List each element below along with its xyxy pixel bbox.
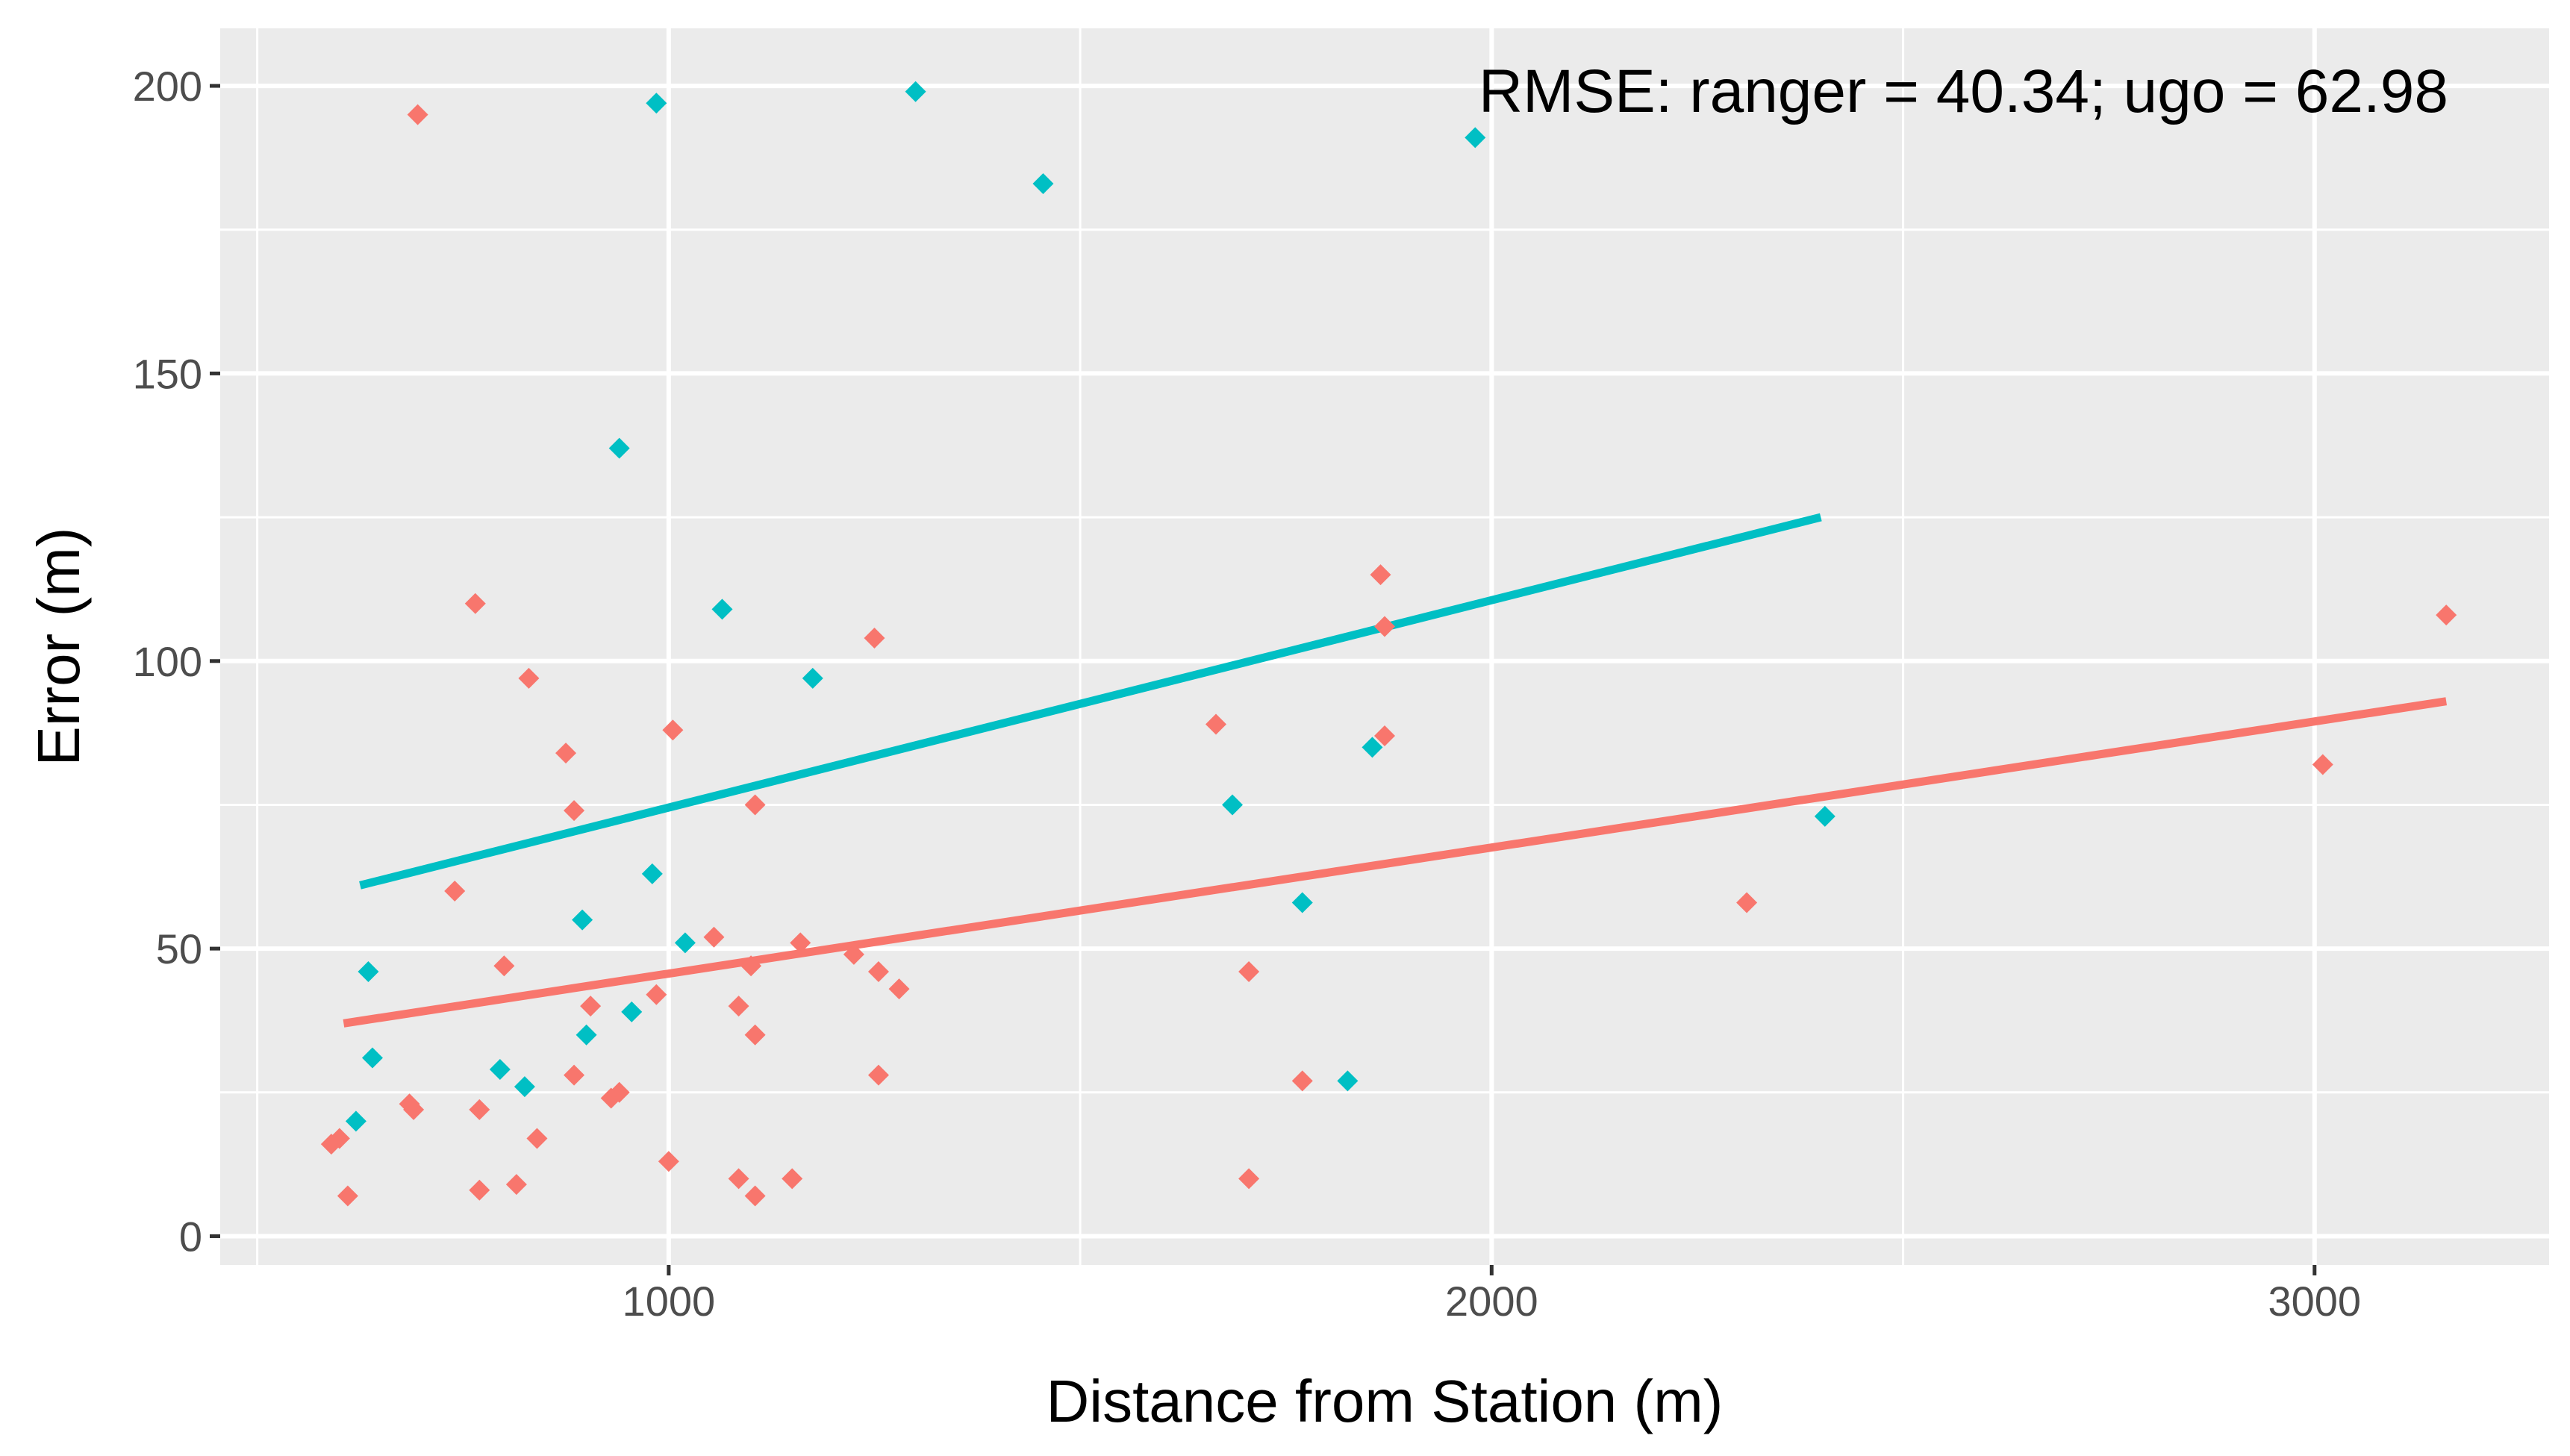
ranger-point — [608, 1081, 630, 1103]
ranger-point — [1238, 960, 1260, 982]
x-tick-label: 3000 — [2268, 1278, 2362, 1325]
ranger-point — [1238, 1168, 1260, 1190]
ranger-point — [646, 984, 667, 1005]
ugo-point — [514, 1076, 535, 1098]
ranger-point — [337, 1185, 358, 1207]
x-axis-title: Distance from Station (m) — [1047, 1368, 1724, 1434]
ugo-point — [358, 960, 379, 982]
ranger-trend-line — [343, 697, 2448, 1028]
ranger-point — [744, 1185, 766, 1207]
ugo-point — [621, 1001, 643, 1022]
ranger-point — [526, 1128, 548, 1149]
ranger-point — [703, 926, 725, 948]
ranger-point — [518, 667, 540, 689]
ugo-point — [1291, 892, 1313, 913]
ugo-point — [674, 932, 696, 954]
ranger-point — [888, 978, 910, 1000]
ranger-point — [867, 1064, 889, 1086]
ranger-point — [728, 1168, 749, 1190]
ranger-point — [564, 800, 585, 822]
ranger-point — [1736, 892, 1758, 913]
ranger-point — [564, 1064, 585, 1086]
x-tick-label: 2000 — [1445, 1278, 1538, 1325]
ugo-point — [646, 93, 667, 114]
ugo-point — [1465, 127, 1486, 149]
ugo-point — [608, 437, 630, 459]
axis-ticks — [210, 84, 2317, 1275]
ranger-point — [1205, 713, 1226, 735]
ranger-point — [782, 1168, 803, 1190]
ugo-point — [576, 1024, 597, 1046]
ugo-point — [1222, 794, 1244, 816]
ranger-point — [328, 1128, 350, 1149]
y-tick-label: 0 — [179, 1213, 202, 1260]
ugo-point — [905, 81, 926, 102]
ranger-point — [580, 996, 602, 1017]
ranger-point — [2312, 754, 2333, 775]
ugo-point — [802, 667, 823, 689]
major-gridlines — [220, 28, 2549, 1265]
ranger-point — [505, 1174, 527, 1196]
data-points — [320, 81, 2457, 1207]
ugo-point — [1032, 173, 1054, 195]
ranger-point — [740, 955, 762, 977]
ugo-point — [361, 1047, 383, 1069]
ugo-point — [572, 909, 593, 931]
ranger-point — [744, 1024, 766, 1046]
ranger-point — [744, 794, 766, 816]
ugo-point — [711, 599, 733, 620]
plot-panel — [220, 28, 2549, 1265]
ranger-point — [728, 996, 749, 1017]
tick-labels: 1000 2000 3000 0 50 100 150 200 — [133, 63, 2362, 1325]
ugo-point — [641, 863, 663, 884]
ranger-point — [867, 960, 889, 982]
ugo-point — [345, 1110, 367, 1132]
trend-lines — [343, 513, 2448, 1028]
ranger-point — [790, 932, 811, 954]
ranger-point — [444, 881, 466, 902]
ugo-point — [1362, 737, 1383, 758]
ranger-point — [1374, 616, 1395, 637]
y-tick-label: 50 — [156, 925, 202, 972]
ranger-point — [407, 104, 428, 125]
ugo-trend-line — [359, 513, 1822, 890]
ranger-point — [555, 743, 577, 764]
ranger-point — [658, 1151, 679, 1172]
ranger-point — [662, 719, 684, 741]
ranger-point — [2436, 604, 2457, 626]
ranger-point — [469, 1099, 490, 1120]
ranger-point — [864, 627, 885, 649]
y-axis-title: Error (m) — [25, 528, 92, 766]
ugo-point — [1814, 805, 1836, 827]
y-tick-label: 100 — [133, 638, 202, 685]
ranger-point — [403, 1099, 425, 1120]
ranger-point — [1291, 1070, 1313, 1092]
ranger-point — [493, 955, 515, 977]
ugo-point — [1337, 1070, 1359, 1092]
ranger-point — [1370, 564, 1391, 586]
ranger-point — [1374, 725, 1395, 746]
y-tick-label: 200 — [133, 63, 202, 110]
ranger-point — [464, 593, 486, 614]
rmse-annotation: RMSE: ranger = 40.34; ugo = 62.98 — [1479, 57, 2448, 125]
ugo-point — [489, 1058, 511, 1080]
ranger-point — [843, 943, 864, 965]
y-tick-label: 150 — [133, 350, 202, 397]
ranger-point — [469, 1179, 490, 1201]
x-tick-label: 1000 — [623, 1278, 716, 1325]
